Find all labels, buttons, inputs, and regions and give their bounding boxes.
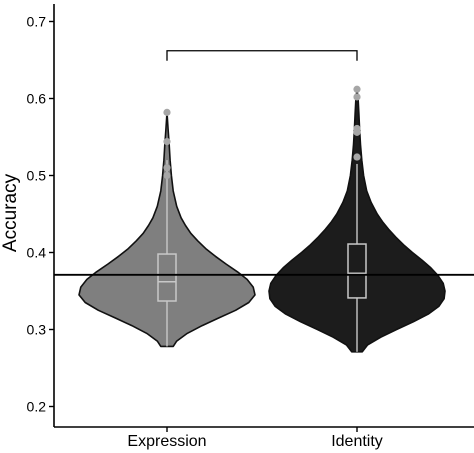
- outlier-point: [353, 85, 361, 93]
- outlier-point: [353, 153, 361, 161]
- axes-layer: [53, 4, 474, 428]
- y-tick-label: 0.5: [27, 168, 47, 184]
- bracket-line: [166, 50, 358, 61]
- y-ticks: 0.2 0.3 0.4 0.5 0.6 0.7: [27, 14, 54, 415]
- x-category-labels: Expression Identity: [127, 427, 383, 450]
- x-category-label: Identity: [331, 433, 383, 450]
- y-tick-label: 0.4: [27, 245, 47, 261]
- y-tick-label: 0.7: [27, 14, 47, 30]
- outlier-point: [353, 128, 361, 136]
- y-tick-label: 0.2: [27, 399, 47, 415]
- outlier-point: [353, 93, 361, 101]
- y-tick-label: 0.6: [27, 91, 47, 107]
- y-axis-title: Accuracy: [0, 173, 21, 252]
- iqr-box: [347, 243, 367, 299]
- iqr-box: [157, 253, 177, 302]
- outlier-point: [163, 164, 171, 172]
- outlier-point: [163, 171, 171, 180]
- x-category-label: Expression: [127, 433, 206, 450]
- significance-bracket: [166, 50, 358, 61]
- outlier-point: [163, 138, 171, 146]
- violin-layer: [78, 85, 446, 353]
- y-tick-label: 0.3: [27, 322, 47, 338]
- outlier-point: [163, 108, 171, 116]
